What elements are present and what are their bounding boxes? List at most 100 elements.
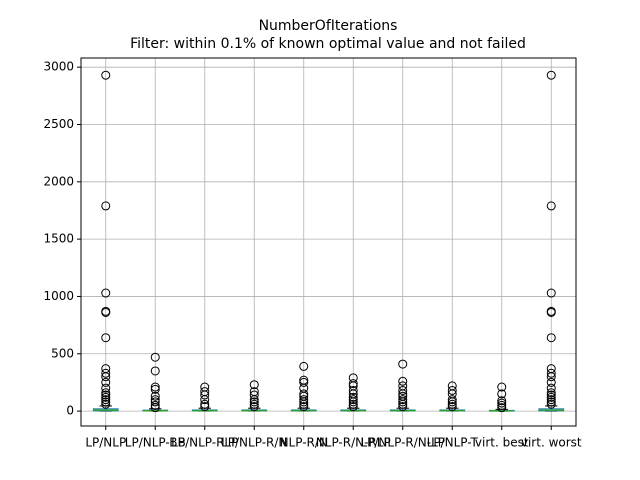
outlier xyxy=(200,399,210,409)
outlier xyxy=(101,288,111,298)
outlier xyxy=(299,377,309,387)
outlier xyxy=(299,395,309,405)
outlier xyxy=(398,381,408,391)
outlier xyxy=(398,402,408,412)
x-tick-label: LP/NLP xyxy=(85,436,126,450)
outlier xyxy=(150,397,160,407)
y-tick-label: 2000 xyxy=(43,174,74,188)
outlier xyxy=(101,383,111,393)
outlier xyxy=(447,381,457,391)
outlier xyxy=(546,70,556,80)
y-tick-label: 500 xyxy=(51,346,74,360)
outlier xyxy=(150,400,160,410)
outlier xyxy=(546,392,556,402)
outlier xyxy=(249,387,259,397)
outlier xyxy=(546,364,556,374)
x-tick-label: LP/NLP-R/N xyxy=(221,436,287,450)
outlier xyxy=(101,364,111,374)
x-tick-label: virt. worst xyxy=(521,436,582,450)
outlier xyxy=(348,379,358,389)
outlier xyxy=(249,399,259,409)
outlier xyxy=(497,398,507,408)
y-tick-label: 1500 xyxy=(43,232,74,246)
outlier xyxy=(101,333,111,343)
outlier xyxy=(348,385,358,395)
outlier xyxy=(546,397,556,407)
chart-title: NumberOfIterations xyxy=(259,18,398,34)
outlier xyxy=(101,377,111,387)
outlier xyxy=(249,380,259,390)
outlier xyxy=(150,382,160,392)
x-tick-label: LP/NLP-RLP xyxy=(171,436,238,450)
outlier xyxy=(249,402,259,412)
outlier xyxy=(299,361,309,371)
y-tick-label: 2500 xyxy=(43,117,74,131)
outlier xyxy=(546,333,556,343)
outlier xyxy=(150,395,160,405)
outlier xyxy=(150,352,160,362)
outlier xyxy=(150,391,160,401)
outlier xyxy=(101,392,111,402)
outlier xyxy=(546,377,556,387)
outlier xyxy=(200,387,210,397)
outlier xyxy=(150,366,160,376)
x-tick-label: virt. best xyxy=(475,436,529,450)
outlier xyxy=(101,201,111,211)
outlier xyxy=(447,402,457,412)
outlier xyxy=(348,392,358,402)
outlier xyxy=(546,368,556,378)
outlier xyxy=(150,384,160,394)
outlier xyxy=(546,390,556,400)
outlier xyxy=(497,382,507,392)
outlier xyxy=(398,376,408,386)
outlier xyxy=(101,390,111,400)
outlier xyxy=(299,389,309,399)
outlier xyxy=(497,403,507,413)
outlier xyxy=(348,399,358,409)
x-tick-label: LP/NLP-R/N-LP xyxy=(360,436,445,450)
outlier xyxy=(546,399,556,409)
outlier xyxy=(101,399,111,409)
outlier xyxy=(299,375,309,385)
outlier xyxy=(447,385,457,395)
outlier xyxy=(101,397,111,407)
plot-frame xyxy=(80,57,577,427)
outlier xyxy=(348,373,358,383)
outlier xyxy=(546,388,556,398)
outlier xyxy=(101,306,111,316)
outlier xyxy=(546,201,556,211)
outlier xyxy=(447,395,457,405)
outlier xyxy=(398,359,408,369)
outlier xyxy=(398,385,408,395)
x-tick-label: LP/NLP-BB xyxy=(125,436,186,450)
outlier xyxy=(348,402,358,412)
x-tick-label: LP/NLP-T xyxy=(427,436,479,450)
y-tick-label: 0 xyxy=(66,404,74,418)
outlier xyxy=(546,306,556,316)
x-tick-label: NLP-R/N-RLP xyxy=(316,436,391,450)
outlier xyxy=(497,400,507,410)
outlier xyxy=(101,70,111,80)
outlier xyxy=(101,395,111,405)
x-tick-label: NLP-R/N xyxy=(280,436,328,450)
outlier xyxy=(497,396,507,406)
outlier xyxy=(200,402,210,412)
outlier xyxy=(348,395,358,405)
chart-subtitle: Filter: within 0.1% of known optimal val… xyxy=(130,36,526,52)
outlier xyxy=(200,382,210,392)
outlier xyxy=(398,391,408,401)
outlier xyxy=(546,383,556,393)
outlier xyxy=(249,397,259,407)
outlier xyxy=(299,402,309,412)
outlier xyxy=(398,395,408,405)
outlier xyxy=(497,389,507,399)
y-tick-label: 3000 xyxy=(43,60,74,74)
outlier xyxy=(546,395,556,405)
outlier xyxy=(447,399,457,409)
outlier xyxy=(546,288,556,298)
outlier xyxy=(249,390,259,400)
outlier xyxy=(101,388,111,398)
outlier xyxy=(101,368,111,378)
y-tick-label: 1000 xyxy=(43,289,74,303)
